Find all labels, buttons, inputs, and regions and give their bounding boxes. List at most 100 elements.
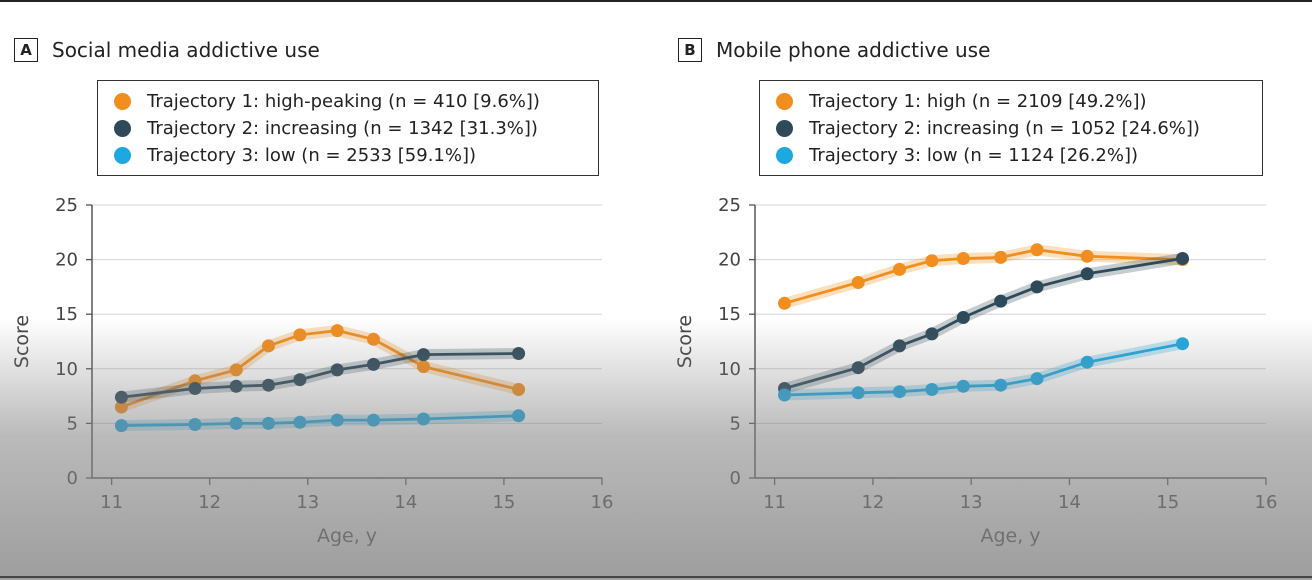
panel-b-title: Mobile phone addictive use <box>716 38 991 62</box>
series-1-point <box>1030 243 1044 257</box>
y-tick-label: 0 <box>730 468 741 489</box>
series-2-point <box>417 348 430 362</box>
series-3-point <box>330 413 344 427</box>
series-2-point <box>1176 252 1189 265</box>
series-1-point <box>994 250 1008 264</box>
series-3-point <box>262 416 275 430</box>
x-tick-label: 16 <box>591 492 614 513</box>
series-2-point <box>925 327 939 341</box>
series-2-point <box>262 378 275 392</box>
series-3-point <box>925 383 939 396</box>
series-2-point <box>994 294 1008 308</box>
series-2-point <box>1030 280 1044 294</box>
series-1-point <box>512 383 526 396</box>
legend-marker <box>114 93 131 110</box>
y-tick-label: 20 <box>718 250 741 271</box>
legend-item: Trajectory 2: increasing (n = 1342 [31.3… <box>114 115 598 142</box>
series-3-point <box>1080 355 1094 369</box>
series-2-point <box>893 339 906 353</box>
series-3-point <box>512 409 526 423</box>
legend-item: Trajectory 3: low (n = 1124 [26.2%]) <box>776 142 1262 169</box>
x-axis-label: Age, y <box>980 525 1040 547</box>
series-3-point <box>293 415 307 429</box>
series-3-point <box>893 385 906 399</box>
legend-label: Trajectory 1: high-peaking (n = 410 [9.6… <box>147 91 540 112</box>
y-axis-label: Score <box>11 315 33 368</box>
series-3-point <box>367 413 380 427</box>
panel-a-header: A Social media addictive use <box>14 36 320 64</box>
legend-item: Trajectory 1: high-peaking (n = 410 [9.6… <box>114 88 598 115</box>
x-tick-label: 13 <box>960 492 983 513</box>
series-1-point <box>925 254 939 268</box>
series-3-point <box>994 378 1008 392</box>
legend-label: Trajectory 1: high (n = 2109 [49.2%]) <box>809 91 1147 112</box>
panel-a-letter: A <box>14 38 38 62</box>
y-tick-label: 15 <box>718 304 741 325</box>
series-3-point <box>114 419 128 433</box>
series-3-point <box>1176 337 1189 351</box>
y-tick-label: 25 <box>718 195 741 216</box>
panel-b-letter: B <box>678 38 702 62</box>
series-2-point <box>293 373 307 387</box>
series-1-point <box>778 296 791 310</box>
series-1-point <box>367 332 380 346</box>
x-tick-label: 11 <box>763 492 786 513</box>
y-tick-label: 5 <box>67 413 78 434</box>
series-2-point <box>188 382 202 395</box>
y-tick-label: 10 <box>55 359 78 380</box>
series-3-point <box>778 388 791 402</box>
series-1-line <box>784 248 1183 305</box>
legend-item: Trajectory 1: high (n = 2109 [49.2%]) <box>776 88 1262 115</box>
series-1-point <box>956 252 970 265</box>
y-tick-label: 10 <box>718 359 741 380</box>
x-tick-label: 11 <box>100 492 123 513</box>
series-1-point <box>262 339 275 353</box>
series-2-point <box>229 379 243 393</box>
legend-label: Trajectory 3: low (n = 2533 [59.1%]) <box>147 145 477 166</box>
x-tick-label: 14 <box>394 492 417 513</box>
panel-a-legend: Trajectory 1: high-peaking (n = 410 [9.6… <box>97 80 599 176</box>
y-tick-label: 0 <box>67 468 78 489</box>
x-tick-label: 12 <box>861 492 884 513</box>
y-tick-label: 20 <box>55 250 78 271</box>
y-tick-label: 25 <box>55 195 78 216</box>
x-tick-label: 15 <box>1156 492 1179 513</box>
legend-item: Trajectory 3: low (n = 2533 [59.1%]) <box>114 142 598 169</box>
legend-label: Trajectory 3: low (n = 1124 [26.2%]) <box>809 145 1139 166</box>
series-1-point <box>417 360 430 374</box>
series-1-point <box>1080 249 1094 263</box>
legend-label: Trajectory 2: increasing (n = 1342 [31.3… <box>147 118 538 139</box>
y-axis-label: Score <box>674 315 696 368</box>
series-1-point <box>229 363 243 377</box>
legend-marker <box>776 120 793 137</box>
series-1-point <box>893 262 906 276</box>
x-tick-label: 13 <box>296 492 319 513</box>
legend-marker <box>114 147 131 164</box>
x-axis-label: Age, y <box>317 525 377 547</box>
panel-b-legend: Trajectory 1: high (n = 2109 [49.2%]) Tr… <box>759 80 1263 176</box>
series-2-point <box>851 361 865 375</box>
series-3-point <box>417 412 430 426</box>
legend-marker <box>114 120 131 137</box>
series-2-point <box>114 390 128 404</box>
series-3-point <box>1030 372 1044 386</box>
series-2-point <box>956 311 970 324</box>
series-1-point <box>330 324 344 338</box>
series-3-point <box>956 379 970 393</box>
legend-marker <box>776 147 793 164</box>
legend-label: Trajectory 2: increasing (n = 1052 [24.6… <box>809 118 1200 139</box>
bottom-rule <box>0 576 1312 578</box>
top-rule <box>0 0 1312 2</box>
series-1-point <box>851 276 865 289</box>
series-3-point <box>188 418 202 431</box>
series-2-point <box>367 357 380 371</box>
series-2-point <box>330 363 344 377</box>
y-tick-label: 15 <box>55 304 78 325</box>
panel-b-header: B Mobile phone addictive use <box>678 36 990 64</box>
x-tick-label: 14 <box>1058 492 1081 513</box>
x-tick-label: 16 <box>1255 492 1278 513</box>
x-tick-label: 15 <box>492 492 515 513</box>
y-tick-label: 5 <box>730 413 741 434</box>
series-2-point <box>512 347 526 360</box>
